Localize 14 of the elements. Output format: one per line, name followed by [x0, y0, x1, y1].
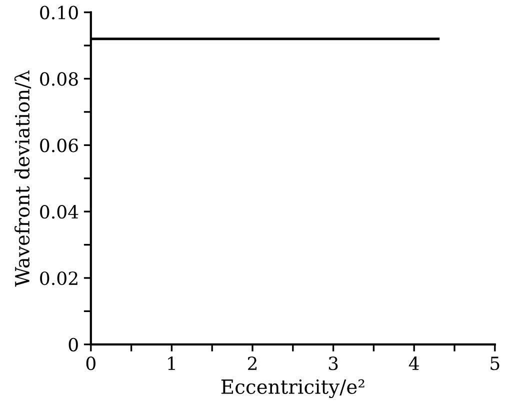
x-axis-title: Eccentricity/e² — [221, 379, 364, 398]
y-tick-label: 0 — [68, 338, 78, 352]
y-tick-label: 0.02 — [40, 271, 78, 286]
y-axis-title: Wavefront deviation/λ — [14, 70, 32, 287]
y-tick-label: 0.08 — [40, 72, 78, 86]
x-tick-label: 4 — [408, 356, 419, 370]
y-tick-label: 0.04 — [40, 205, 78, 219]
x-tick-label: 5 — [490, 356, 500, 370]
x-tick-label: 0 — [86, 356, 96, 370]
y-tick-label: 0.06 — [40, 138, 78, 152]
y-tick-label: 0.10 — [40, 6, 78, 20]
x-tick-label: 3 — [328, 356, 338, 370]
x-tick-label: 2 — [248, 356, 256, 370]
x-tick-label: 1 — [168, 356, 175, 370]
